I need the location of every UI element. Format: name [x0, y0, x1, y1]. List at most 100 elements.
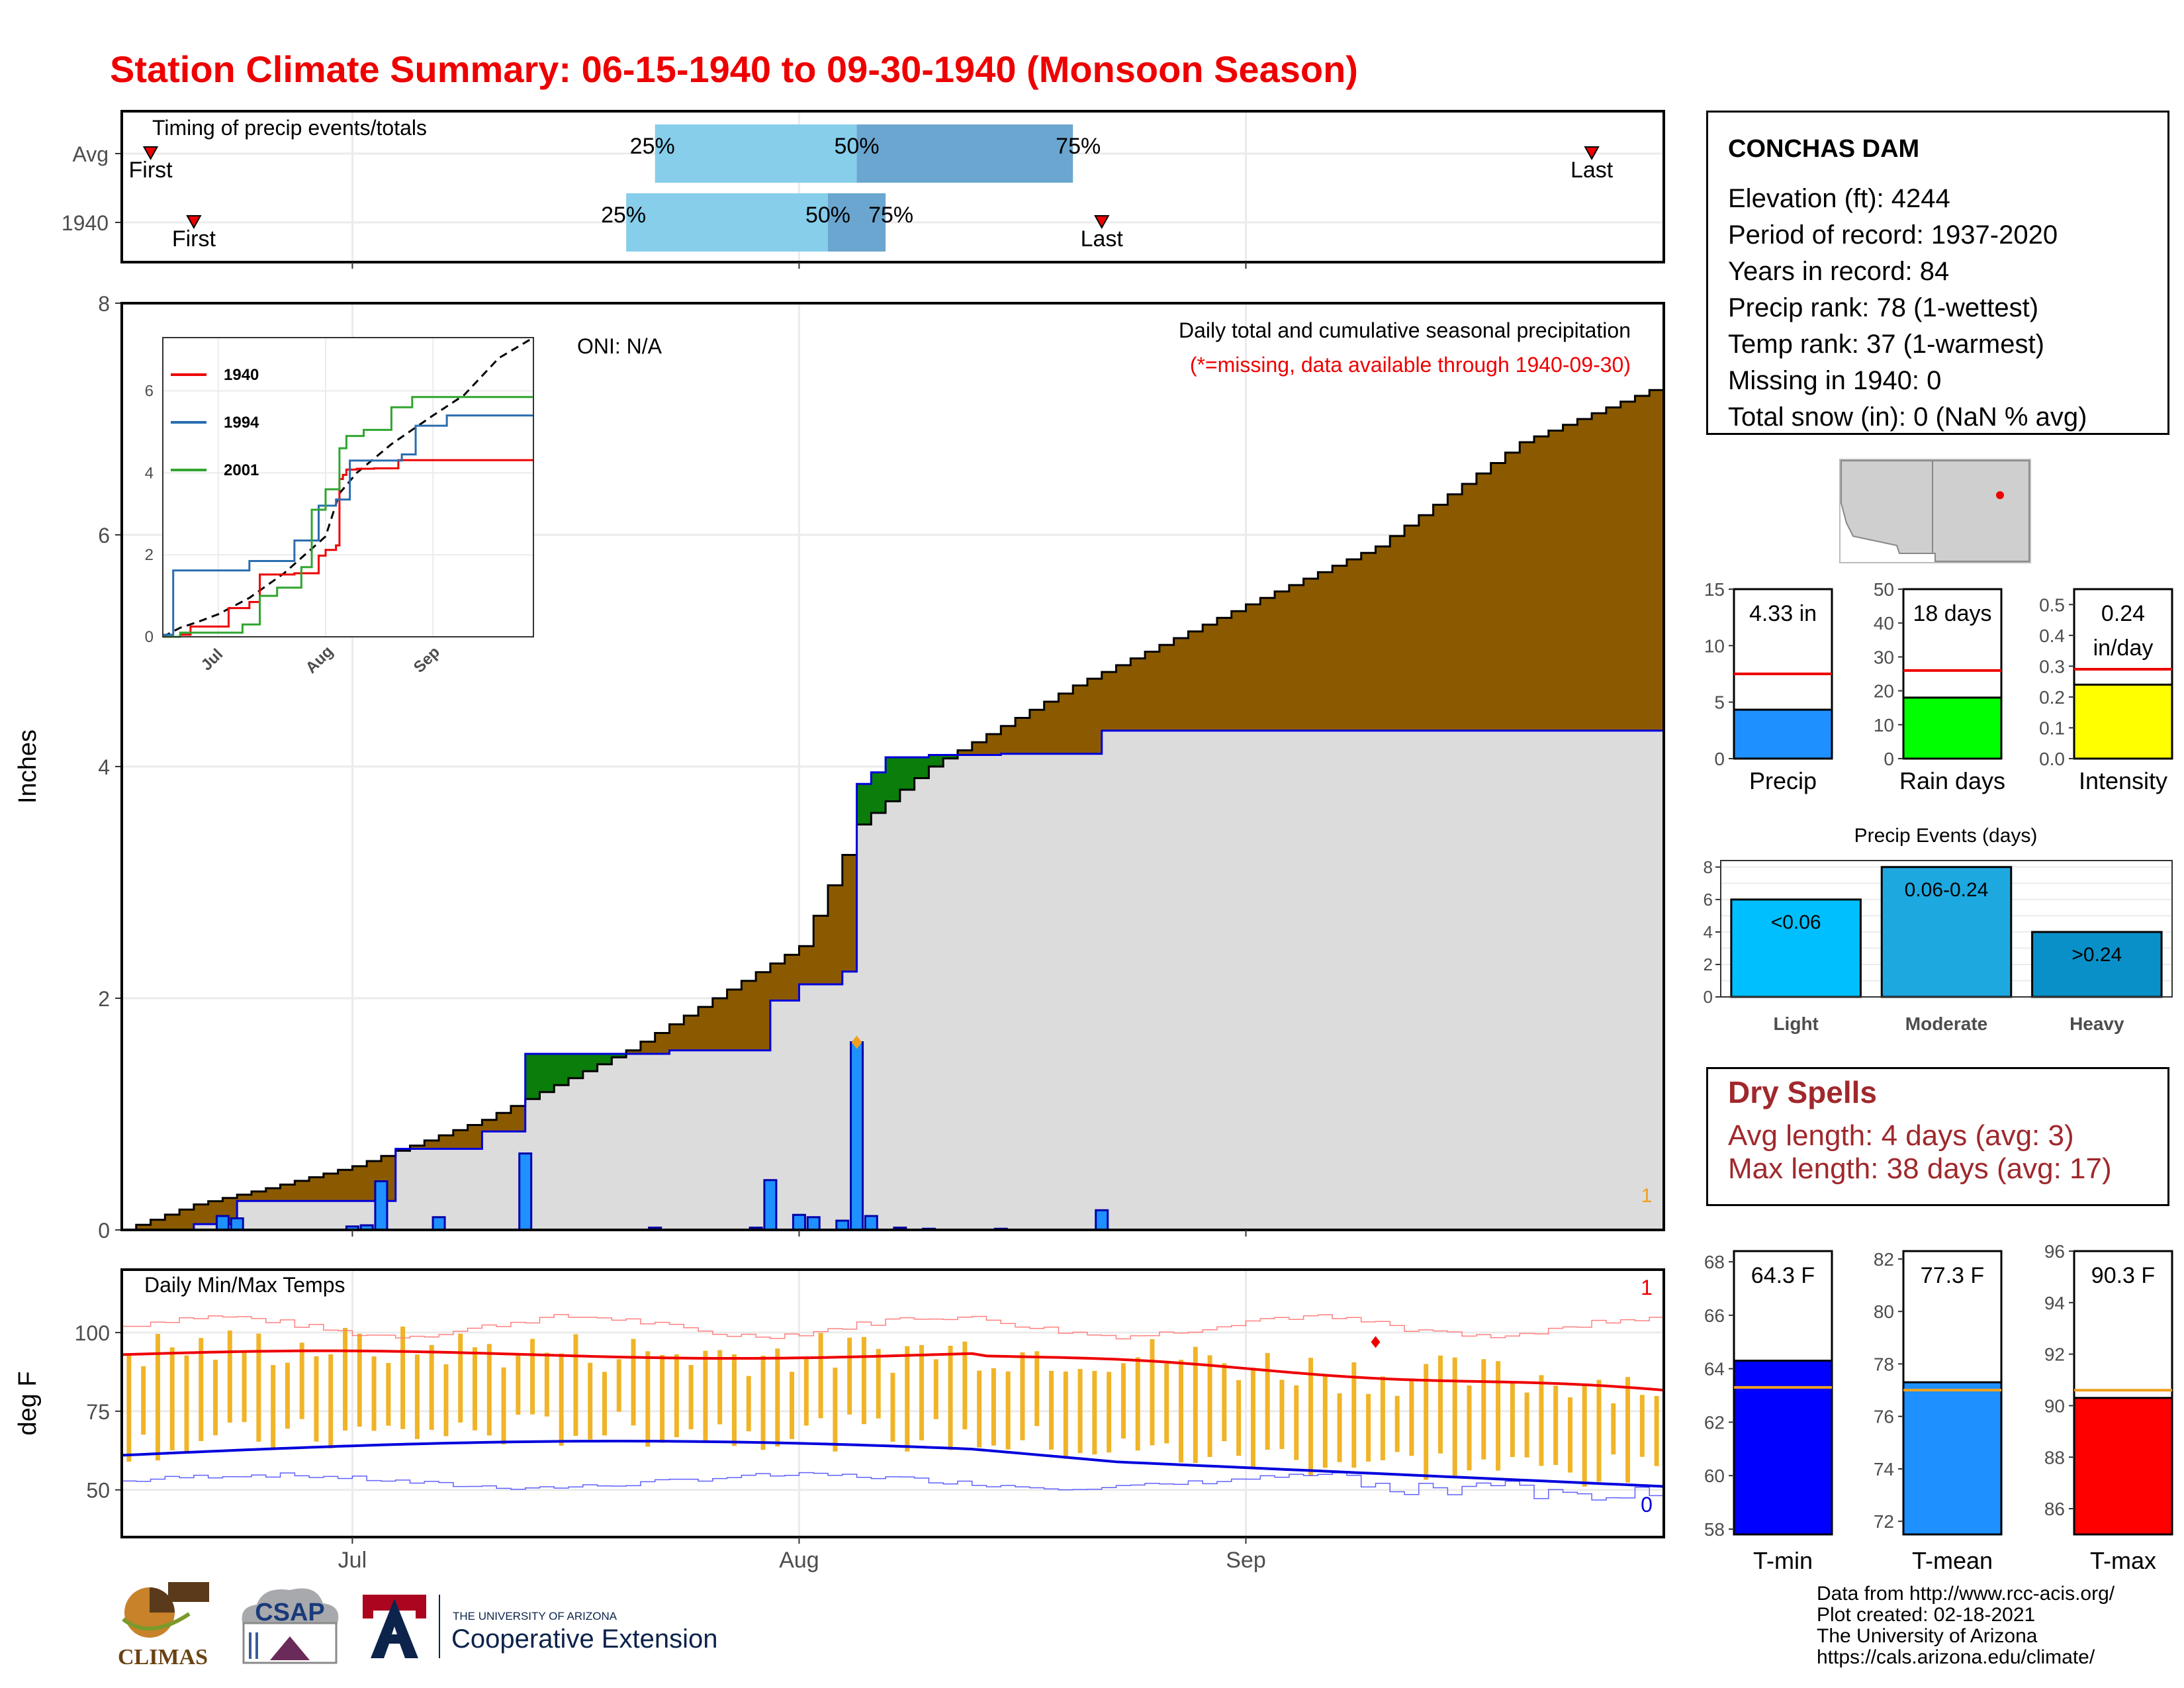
gauge-precip-value-label: 4.33 in — [1749, 601, 1817, 626]
station-elevation: Elevation (ft): 4244 — [1728, 184, 1950, 213]
events-panel-border — [1720, 860, 2173, 998]
daily-temp-bar — [285, 1362, 290, 1429]
daily-temp-bar — [1322, 1374, 1328, 1468]
quartile-25-label: 25% — [630, 134, 675, 159]
station-temp-rank: Temp rank: 37 (1-warmest) — [1728, 330, 2044, 359]
temp-y-axis-label: deg F — [14, 1371, 42, 1435]
temp-x-tick-label: Jul — [338, 1548, 367, 1573]
daily-temp-bar — [818, 1333, 823, 1419]
gauge-precip-y-tick-label: 5 — [1714, 692, 1725, 713]
daily-temp-bar — [458, 1333, 463, 1423]
gauge-rain-days-y-tick-label: 0 — [1884, 749, 1894, 769]
daily-temp-bar — [256, 1333, 261, 1442]
daily-temp-bar — [1539, 1375, 1544, 1466]
gauge-rain-days-y-tick-label: 40 — [1874, 613, 1894, 633]
daily-precip-bar — [432, 1216, 446, 1231]
daily-temp-bar — [1077, 1369, 1083, 1454]
daily-temp-bar — [1250, 1368, 1255, 1467]
daily-temp-bar — [544, 1352, 549, 1417]
daily-temp-bar — [1005, 1371, 1011, 1450]
credit-line: https://cals.arizona.edu/climate/ — [1817, 1646, 2095, 1668]
daily-temp-bar — [1553, 1385, 1559, 1466]
gauge-intensity-y-tick-label: 0.2 — [2039, 687, 2065, 708]
daily-temp-bar — [199, 1338, 204, 1441]
gauge-intensity-y-tick-label: 0.1 — [2039, 718, 2065, 738]
quartile-25-label: 25% — [601, 203, 646, 228]
temp-gauge-t-min-value-label: 64.3 F — [1751, 1263, 1815, 1288]
daily-temp-bar — [703, 1350, 708, 1441]
temp-gauge-t-min-y-tick-label: 62 — [1704, 1412, 1725, 1432]
oni-label: ONI: N/A — [577, 334, 662, 358]
daily-temp-bar — [1150, 1338, 1155, 1446]
avg-tmin-line — [121, 1440, 1664, 1488]
daily-temp-bar — [803, 1356, 809, 1426]
daily-temp-bar — [1265, 1352, 1270, 1450]
daily-temp-bar — [126, 1354, 132, 1462]
station-missing: Missing in 1940: 0 — [1728, 366, 1942, 395]
dry-spells-max: Max length: 38 days (avg: 17) — [1728, 1152, 2112, 1185]
temp-gauge-t-max-value-label: 90.3 F — [2091, 1263, 2155, 1288]
last-event-marker — [1094, 215, 1110, 230]
temp-panel-title: Daily Min/Max Temps — [144, 1273, 345, 1297]
gauge-intensity-y-tick-label: 0.0 — [2039, 749, 2065, 769]
quartile-75-label: 75% — [1056, 134, 1101, 159]
daily-temp-bar — [486, 1344, 492, 1436]
temp-gauge-t-mean-bar — [1902, 1381, 2003, 1536]
events-y-tick-label: 6 — [1704, 890, 1713, 910]
precip-panel-border — [120, 302, 1665, 1231]
daily-temp-bar — [977, 1370, 982, 1448]
quartile-50-label: 50% — [805, 203, 850, 228]
daily-temp-bar — [1625, 1377, 1631, 1483]
gauge-intensity-bar — [2073, 683, 2173, 760]
temp-gauge-t-max-y-tick-label: 90 — [2044, 1395, 2065, 1416]
station-period: Period of record: 1937-2020 — [1728, 220, 2058, 250]
gauge-precip-y-tick-label: 10 — [1704, 635, 1725, 656]
temp-y-tick-label: 50 — [86, 1479, 110, 1503]
daily-temp-bar — [357, 1333, 362, 1427]
daily-temp-bar — [1394, 1395, 1400, 1452]
daily-precip-bar — [374, 1180, 388, 1231]
daily-precip-bar — [792, 1213, 806, 1231]
temp-gauge-t-mean-y-tick-label: 72 — [1874, 1511, 1894, 1532]
daily-temp-bar — [833, 1368, 838, 1452]
daily-temp-bar — [1135, 1357, 1140, 1451]
avg-cumulative-line — [122, 384, 1665, 1231]
event-bar-label: 0.06-0.24 — [1905, 879, 1989, 901]
gauge-rain-days-y-tick-label: 10 — [1874, 715, 1894, 735]
climas-logo-text: CLIMAS — [118, 1645, 208, 1669]
daily-temp-bar — [1092, 1370, 1097, 1455]
temp-gauge-t-mean-y-tick-label: 82 — [1874, 1249, 1894, 1270]
daily-temp-bar — [414, 1354, 420, 1439]
record-high-line — [122, 1314, 1664, 1340]
daily-temp-bar — [1452, 1357, 1457, 1476]
daily-temp-bar — [1654, 1395, 1659, 1466]
daily-temp-bar — [429, 1344, 434, 1430]
daily-precip-bar — [215, 1215, 230, 1231]
first-event-marker — [186, 215, 202, 230]
daily-temp-bar — [948, 1346, 953, 1450]
daily-temp-bar — [501, 1367, 506, 1444]
gauge-rain-days-bar — [1902, 696, 2003, 760]
credit-line: Data from http://www.rcc-acis.org/ — [1817, 1583, 2115, 1605]
daily-temp-bar — [602, 1372, 607, 1436]
daily-temp-bar — [169, 1347, 175, 1451]
daily-temp-bar — [155, 1334, 160, 1461]
dry-spells-title: Dry Spells — [1728, 1075, 1877, 1109]
daily-temp-bar — [1308, 1358, 1313, 1476]
precip-y-tick-label: 8 — [98, 292, 110, 316]
csap-logo-text: CSAP — [255, 1599, 325, 1626]
timing-panel-title: Timing of precip events/totals — [152, 116, 427, 140]
station-years: Years in record: 84 — [1728, 257, 1950, 286]
temp-gauge-t-min-axis-label: T-min — [1753, 1547, 1813, 1574]
quartile-75-label: 75% — [868, 203, 913, 228]
daily-temp-bar — [328, 1354, 334, 1449]
daily-temp-bar — [962, 1341, 968, 1430]
gauge-intensity-axis-label: Intensity — [2079, 767, 2167, 794]
inset-border — [162, 337, 534, 637]
daily-temp-bar — [184, 1355, 189, 1452]
temp-panel-border — [120, 1268, 1665, 1538]
precip-y-axis-label: Inches — [14, 729, 42, 804]
daily-temp-bar — [731, 1354, 737, 1446]
inset-y-tick-label: 2 — [145, 546, 154, 564]
gauge-rain-days-value-label: 18 days — [1913, 601, 1991, 626]
